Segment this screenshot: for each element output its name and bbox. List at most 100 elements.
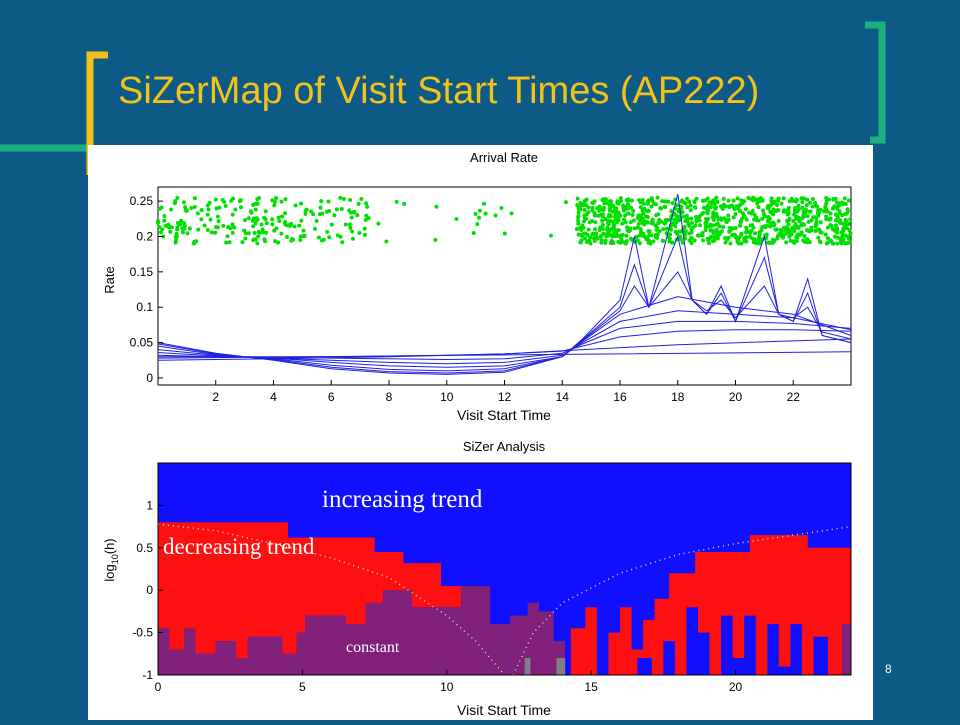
scatter-point — [230, 230, 235, 235]
bottom-plot-frame — [157, 462, 852, 676]
scatter-point — [603, 238, 608, 243]
scatter-point — [169, 207, 174, 212]
scatter-point — [832, 228, 837, 233]
scatter-point — [607, 227, 612, 232]
scatter-point — [637, 241, 642, 246]
scatter-point — [343, 222, 348, 227]
scatter-point — [246, 216, 251, 221]
scatter-point — [747, 210, 752, 215]
scatter-point — [818, 207, 823, 212]
scatter-point — [509, 211, 514, 216]
scatter-point — [283, 211, 288, 216]
scatter-point — [595, 236, 600, 241]
scatter-point — [619, 237, 624, 242]
scatter-point — [805, 197, 810, 202]
scatter-point — [627, 205, 632, 210]
scatter-point — [499, 206, 504, 211]
scatter-point — [670, 240, 675, 245]
scatter-point — [611, 221, 616, 226]
scatter-point — [787, 229, 792, 234]
scatter-point — [677, 214, 682, 219]
scatter-point — [324, 209, 329, 214]
scatter-point — [798, 231, 803, 236]
scatter-point — [161, 234, 166, 239]
scatter-point — [768, 203, 773, 208]
scatter-point — [803, 239, 808, 244]
scatter-point — [624, 197, 629, 202]
scatter-point — [636, 222, 641, 227]
scatter-point — [340, 240, 345, 245]
scatter-point — [684, 213, 689, 218]
scatter-point — [221, 223, 226, 228]
scatter-point — [670, 201, 675, 206]
scatter-point — [712, 205, 717, 210]
scatter-point — [347, 222, 352, 227]
scatter-point — [586, 227, 591, 232]
scatter-point — [737, 203, 742, 208]
scatter-point — [688, 203, 693, 208]
scatter-point — [576, 221, 581, 226]
scatter-point — [181, 230, 186, 235]
scatter-point — [662, 221, 667, 226]
scatter-point — [771, 201, 776, 206]
scatter-point — [738, 223, 743, 228]
scatter-point — [641, 231, 646, 236]
scatter-point — [710, 239, 715, 244]
scatter-point — [592, 212, 597, 217]
scatter-point — [618, 213, 623, 218]
scatter-point — [833, 212, 838, 217]
scatter-point — [843, 212, 848, 217]
scatter-point — [699, 233, 704, 238]
scatter-point — [622, 208, 627, 213]
scatter-point — [209, 230, 214, 235]
scatter-point — [833, 196, 838, 201]
scatter-point — [614, 209, 619, 214]
scatter-point — [786, 222, 791, 227]
scatter-point — [276, 240, 281, 245]
scatter-point — [225, 234, 230, 239]
scatter-point — [246, 231, 251, 236]
scatter-point — [682, 224, 687, 229]
scatter-point — [818, 240, 823, 245]
scatter-point — [848, 217, 853, 222]
scatter-point — [706, 241, 711, 246]
scatter-point — [205, 212, 210, 217]
scatter-point — [814, 215, 819, 220]
scatter-point — [256, 234, 261, 239]
scatter-point — [828, 211, 833, 216]
scatter-point — [257, 196, 262, 201]
scatter-point — [756, 205, 761, 210]
scatter-point — [589, 218, 594, 223]
scatter-point — [647, 229, 652, 234]
scatter-point — [700, 238, 705, 243]
top-chart-title: Arrival Rate — [470, 150, 538, 165]
scatter-point — [215, 214, 220, 219]
scatter-point — [715, 199, 720, 204]
scatter-point — [843, 233, 848, 238]
scatter-point — [726, 213, 731, 218]
scatter-point — [595, 206, 600, 211]
scatter-point — [192, 196, 197, 201]
scatter-point — [248, 209, 253, 214]
scatter-point — [311, 212, 316, 217]
scatter-point — [826, 217, 831, 222]
scatter-point — [237, 199, 242, 204]
scatter-point — [611, 225, 616, 230]
scatter-point — [802, 233, 807, 238]
scatter-point — [623, 213, 628, 218]
top-x-tick-label: 6 — [328, 390, 335, 404]
scatter-point — [298, 238, 303, 243]
scatter-point — [623, 220, 628, 225]
scatter-point — [239, 205, 244, 210]
scatter-point — [740, 200, 745, 205]
scatter-point — [253, 207, 258, 212]
scatter-point — [730, 233, 735, 238]
scatter-point — [590, 231, 595, 236]
scatter-point — [658, 206, 663, 211]
scatter-point — [645, 237, 650, 242]
scatter-point — [706, 205, 711, 210]
scatter-point — [838, 239, 843, 244]
y-label-sub: 10 — [110, 554, 120, 564]
scatter-point — [596, 213, 601, 218]
scatter-point — [786, 218, 791, 223]
